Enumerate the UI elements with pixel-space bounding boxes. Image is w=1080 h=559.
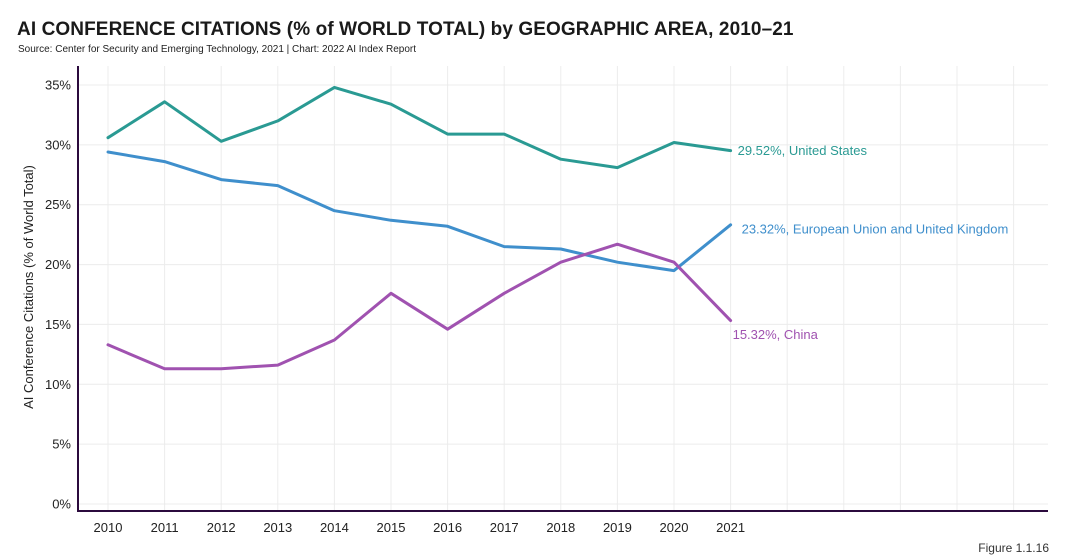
x-tick-label: 2018 — [546, 520, 575, 535]
x-tick-label: 2012 — [207, 520, 236, 535]
x-tick-labels: 2010 2011 2012 2013 2014 2015 2016 2017 2018 2019… — [94, 520, 746, 535]
x-tick-label: 2021 — [716, 520, 745, 535]
chart-title: AI CONFERENCE CITATIONS (% of WORLD TOTA… — [17, 19, 794, 40]
series-line-china — [106, 242, 733, 371]
x-tick-label: 2013 — [263, 520, 292, 535]
series-line-united-states — [106, 85, 733, 170]
y-tick-label: 0% — [52, 497, 71, 512]
series-end-labels: 29.52%, United States 23.32%, European Un… — [733, 143, 1009, 342]
series-line-european-union-and-united-kingdom — [106, 150, 733, 273]
y-axis-title: AI Conference Citations (% of World Tota… — [21, 165, 36, 409]
axes — [77, 66, 1048, 512]
chart-source: Source: Center for Security and Emerging… — [18, 44, 417, 55]
x-tick-label: 2017 — [490, 520, 519, 535]
grid-lines — [78, 66, 1048, 511]
series-end-label: 23.32%, European Union and United Kingdo… — [742, 221, 1009, 236]
figure-label: Figure 1.1.16 — [978, 541, 1049, 555]
series-end-label: 29.52%, United States — [738, 143, 868, 158]
y-tick-label: 25% — [45, 197, 71, 212]
x-tick-label: 2014 — [320, 520, 349, 535]
x-tick-label: 2016 — [433, 520, 462, 535]
x-tick-label: 2015 — [377, 520, 406, 535]
series-end-label: 15.32%, China — [733, 327, 819, 342]
x-tick-label: 2019 — [603, 520, 632, 535]
y-tick-labels: 0% 5% 10% 15% 20% 25% 30% 35% — [45, 78, 71, 512]
y-tick-label: 15% — [45, 317, 71, 332]
y-tick-label: 30% — [45, 137, 71, 152]
y-tick-label: 35% — [45, 78, 71, 93]
y-tick-label: 5% — [52, 437, 71, 452]
series-lines — [106, 85, 733, 371]
y-tick-label: 20% — [45, 257, 71, 272]
x-tick-label: 2010 — [94, 520, 123, 535]
x-tick-label: 2020 — [660, 520, 689, 535]
y-tick-label: 10% — [45, 377, 71, 392]
x-tick-label: 2011 — [151, 520, 179, 535]
